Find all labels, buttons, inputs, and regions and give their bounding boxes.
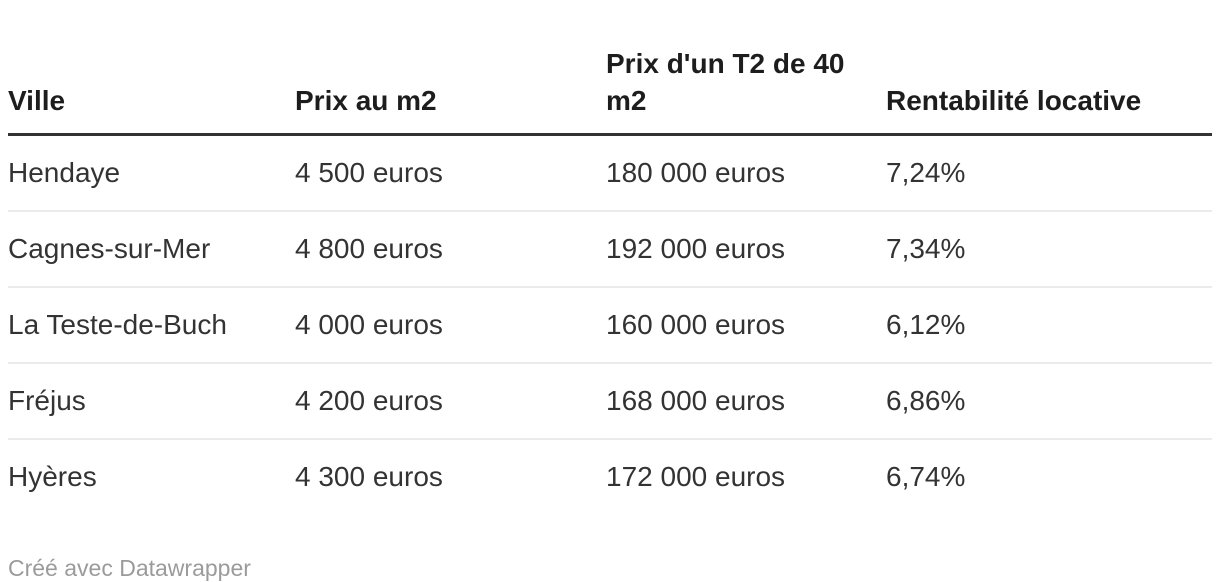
column-header-ville: Ville — [8, 45, 295, 136]
header-row: Ville Prix au m2 Prix d'un T2 de 40 m2 R… — [8, 45, 1212, 136]
cell-ville: Hyères — [8, 461, 97, 492]
cell-rentabilite: 6,86% — [886, 363, 1212, 440]
attribution-footer: Créé avec Datawrapper — [8, 554, 1212, 582]
cell-rentabilite: 6,12% — [886, 287, 1212, 364]
table-row: Fréjus 4 200 euros 168 000 euros 6,86% — [8, 363, 1212, 440]
cell-prix-m2: 4 000 euros — [295, 287, 606, 364]
table-row: Hyères 4 300 euros 172 000 euros 6,74% — [8, 439, 1212, 514]
cell-rentabilite: 6,74% — [886, 461, 966, 492]
cell-rentabilite: 7,24% — [886, 134, 1212, 212]
table-row: La Teste-de-Buch 4 000 euros 160 000 eur… — [8, 287, 1212, 364]
cell-ville: Fréjus — [8, 363, 295, 440]
data-table: Ville Prix au m2 Prix d'un T2 de 40 m2 R… — [8, 45, 1212, 514]
cell-rentabilite: 7,34% — [886, 211, 1212, 288]
cell-ville: Hendaye — [8, 134, 295, 212]
cell-prix-t2: 180 000 euros — [606, 134, 886, 212]
cell-prix-m2: 4 300 euros — [295, 461, 443, 492]
cell-prix-t2: 192 000 euros — [606, 211, 886, 288]
cell-ville: Cagnes-sur-Mer — [8, 211, 295, 288]
table-row: Hendaye 4 500 euros 180 000 euros 7,24% — [8, 134, 1212, 212]
column-header-rentabilite: Rentabilité locative — [886, 45, 1212, 136]
cell-ville: La Teste-de-Buch — [8, 287, 295, 364]
cell-prix-t2: 168 000 euros — [606, 363, 886, 440]
cell-prix-t2: 172 000 euros — [606, 461, 786, 492]
datawrapper-credit-link[interactable]: Créé avec Datawrapper — [8, 555, 251, 581]
cell-prix-m2: 4 200 euros — [295, 363, 606, 440]
cell-prix-t2: 160 000 euros — [606, 287, 886, 364]
cell-prix-m2: 4 500 euros — [295, 134, 606, 212]
column-header-prix-t2: Prix d'un T2 de 40 m2 — [606, 45, 886, 136]
table-row: Cagnes-sur-Mer 4 800 euros 192 000 euros… — [8, 211, 1212, 288]
cell-prix-m2: 4 800 euros — [295, 211, 606, 288]
column-header-prix-m2: Prix au m2 — [295, 45, 606, 136]
